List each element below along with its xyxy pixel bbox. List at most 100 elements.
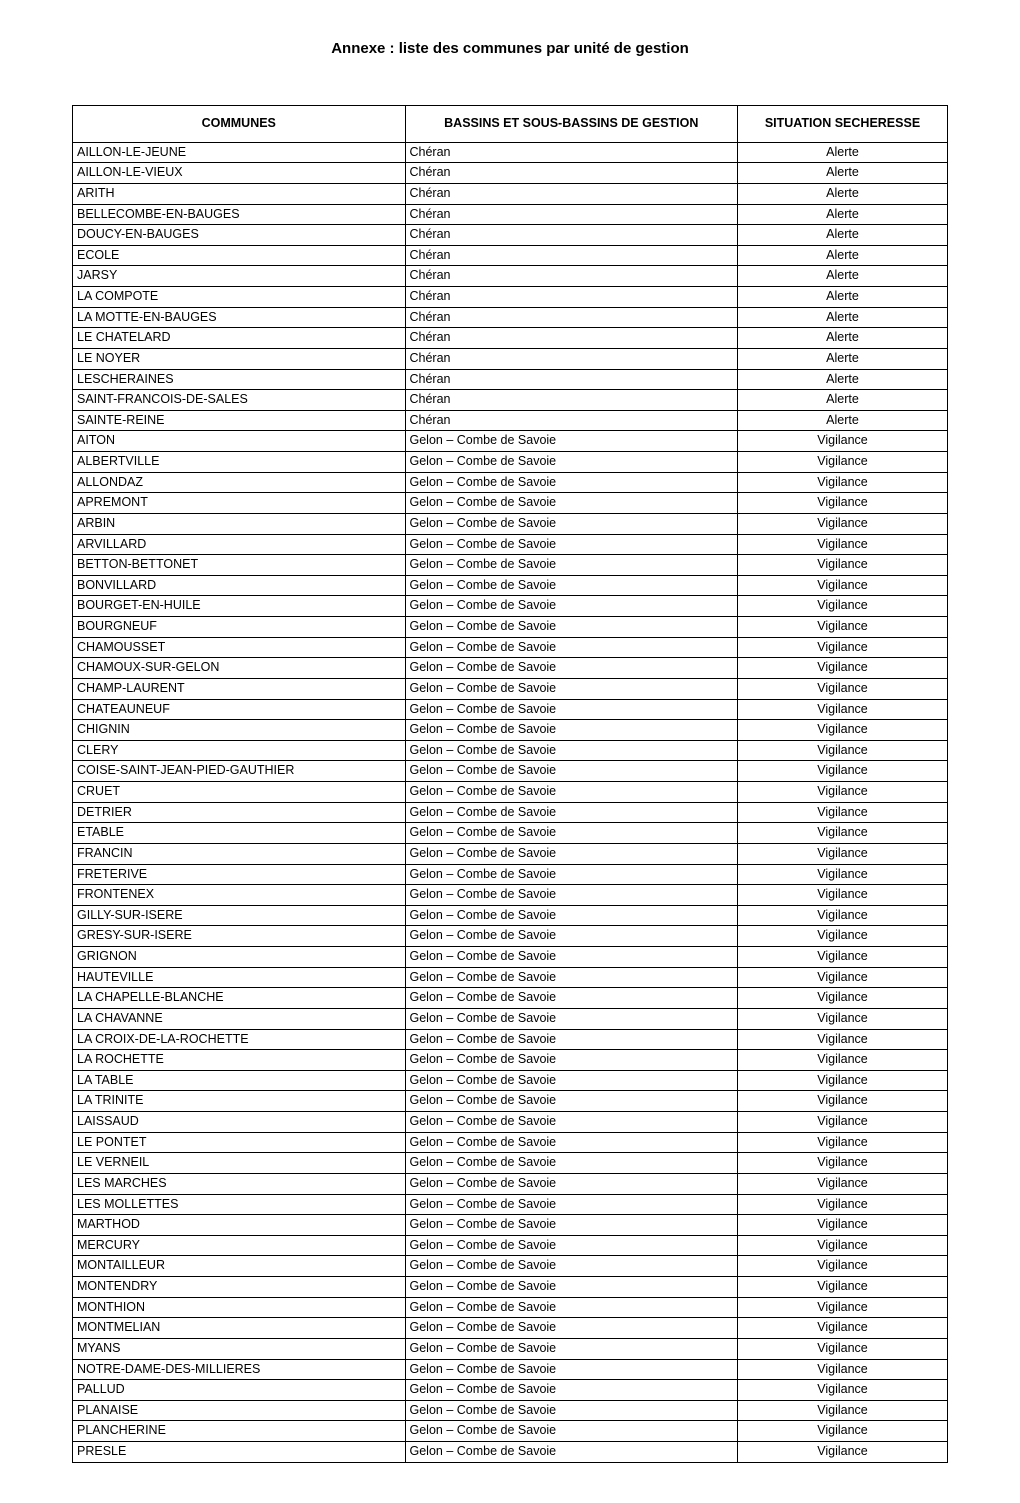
cell-situation: Vigilance bbox=[738, 761, 948, 782]
cell-situation: Vigilance bbox=[738, 513, 948, 534]
table-row: LE CHATELARDChéranAlerte bbox=[73, 328, 948, 349]
cell-commune: LA ROCHETTE bbox=[73, 1050, 406, 1071]
cell-bassin: Gelon – Combe de Savoie bbox=[405, 575, 738, 596]
table-row: BOURGNEUFGelon – Combe de SavoieVigilanc… bbox=[73, 617, 948, 638]
cell-bassin: Gelon – Combe de Savoie bbox=[405, 1277, 738, 1298]
cell-bassin: Gelon – Combe de Savoie bbox=[405, 1400, 738, 1421]
cell-commune: MARTHOD bbox=[73, 1215, 406, 1236]
table-row: AILLON-LE-JEUNEChéranAlerte bbox=[73, 142, 948, 163]
cell-situation: Vigilance bbox=[738, 1256, 948, 1277]
cell-situation: Vigilance bbox=[738, 802, 948, 823]
cell-situation: Vigilance bbox=[738, 967, 948, 988]
cell-bassin: Gelon – Combe de Savoie bbox=[405, 740, 738, 761]
cell-bassin: Gelon – Combe de Savoie bbox=[405, 1173, 738, 1194]
cell-bassin: Gelon – Combe de Savoie bbox=[405, 1318, 738, 1339]
cell-commune: CHAMOUX-SUR-GELON bbox=[73, 658, 406, 679]
cell-bassin: Gelon – Combe de Savoie bbox=[405, 1421, 738, 1442]
cell-bassin: Gelon – Combe de Savoie bbox=[405, 1235, 738, 1256]
cell-bassin: Gelon – Combe de Savoie bbox=[405, 1112, 738, 1133]
table-row: ARVILLARDGelon – Combe de SavoieVigilanc… bbox=[73, 534, 948, 555]
table-row: ARITHChéranAlerte bbox=[73, 183, 948, 204]
cell-bassin: Chéran bbox=[405, 163, 738, 184]
table-row: GILLY-SUR-ISEREGelon – Combe de SavoieVi… bbox=[73, 905, 948, 926]
table-row: LA CROIX-DE-LA-ROCHETTEGelon – Combe de … bbox=[73, 1029, 948, 1050]
cell-commune: CHATEAUNEUF bbox=[73, 699, 406, 720]
table-row: SAINT-FRANCOIS-DE-SALESChéranAlerte bbox=[73, 390, 948, 411]
cell-situation: Alerte bbox=[738, 410, 948, 431]
cell-situation: Vigilance bbox=[738, 1380, 948, 1401]
header-bassins: BASSINS ET SOUS-BASSINS DE GESTION bbox=[405, 106, 738, 143]
table-row: FRETERIVEGelon – Combe de SavoieVigilanc… bbox=[73, 864, 948, 885]
table-row: APREMONTGelon – Combe de SavoieVigilance bbox=[73, 493, 948, 514]
cell-situation: Alerte bbox=[738, 369, 948, 390]
cell-bassin: Chéran bbox=[405, 369, 738, 390]
table-row: LA TRINITEGelon – Combe de SavoieVigilan… bbox=[73, 1091, 948, 1112]
table-row: DETRIERGelon – Combe de SavoieVigilance bbox=[73, 802, 948, 823]
cell-bassin: Gelon – Combe de Savoie bbox=[405, 555, 738, 576]
cell-bassin: Chéran bbox=[405, 142, 738, 163]
table-row: SAINTE-REINEChéranAlerte bbox=[73, 410, 948, 431]
cell-commune: MONTENDRY bbox=[73, 1277, 406, 1298]
cell-commune: AILLON-LE-JEUNE bbox=[73, 142, 406, 163]
communes-table: COMMUNES BASSINS ET SOUS-BASSINS DE GEST… bbox=[72, 105, 948, 1463]
cell-situation: Vigilance bbox=[738, 947, 948, 968]
table-row: CLERYGelon – Combe de SavoieVigilance bbox=[73, 740, 948, 761]
cell-situation: Vigilance bbox=[738, 823, 948, 844]
cell-situation: Alerte bbox=[738, 183, 948, 204]
cell-commune: ALLONDAZ bbox=[73, 472, 406, 493]
cell-commune: LA CHAVANNE bbox=[73, 1008, 406, 1029]
cell-commune: BETTON-BETTONET bbox=[73, 555, 406, 576]
cell-commune: PLANAISE bbox=[73, 1400, 406, 1421]
table-row: MARTHODGelon – Combe de SavoieVigilance bbox=[73, 1215, 948, 1236]
cell-commune: ARBIN bbox=[73, 513, 406, 534]
cell-commune: BOURGET-EN-HUILE bbox=[73, 596, 406, 617]
cell-commune: MONTHION bbox=[73, 1297, 406, 1318]
table-row: MONTENDRYGelon – Combe de SavoieVigilanc… bbox=[73, 1277, 948, 1298]
cell-situation: Vigilance bbox=[738, 740, 948, 761]
cell-bassin: Gelon – Combe de Savoie bbox=[405, 720, 738, 741]
cell-bassin: Gelon – Combe de Savoie bbox=[405, 1070, 738, 1091]
cell-bassin: Chéran bbox=[405, 410, 738, 431]
cell-bassin: Gelon – Combe de Savoie bbox=[405, 988, 738, 1009]
cell-situation: Vigilance bbox=[738, 575, 948, 596]
cell-bassin: Gelon – Combe de Savoie bbox=[405, 782, 738, 803]
cell-situation: Vigilance bbox=[738, 864, 948, 885]
table-row: CHAMOUX-SUR-GELONGelon – Combe de Savoie… bbox=[73, 658, 948, 679]
cell-commune: ARITH bbox=[73, 183, 406, 204]
cell-commune: GILLY-SUR-ISERE bbox=[73, 905, 406, 926]
cell-bassin: Gelon – Combe de Savoie bbox=[405, 1194, 738, 1215]
table-row: BELLECOMBE-EN-BAUGESChéranAlerte bbox=[73, 204, 948, 225]
cell-situation: Vigilance bbox=[738, 555, 948, 576]
table-row: PLANCHERINEGelon – Combe de SavoieVigila… bbox=[73, 1421, 948, 1442]
table-row: FRONTENEXGelon – Combe de SavoieVigilanc… bbox=[73, 885, 948, 906]
table-row: LESCHERAINESChéranAlerte bbox=[73, 369, 948, 390]
cell-bassin: Chéran bbox=[405, 390, 738, 411]
cell-bassin: Gelon – Combe de Savoie bbox=[405, 843, 738, 864]
cell-commune: PRESLE bbox=[73, 1442, 406, 1463]
cell-commune: SAINTE-REINE bbox=[73, 410, 406, 431]
cell-bassin: Gelon – Combe de Savoie bbox=[405, 431, 738, 452]
cell-commune: AILLON-LE-VIEUX bbox=[73, 163, 406, 184]
table-row: PRESLEGelon – Combe de SavoieVigilance bbox=[73, 1442, 948, 1463]
cell-bassin: Chéran bbox=[405, 348, 738, 369]
cell-bassin: Gelon – Combe de Savoie bbox=[405, 864, 738, 885]
cell-commune: ALBERTVILLE bbox=[73, 452, 406, 473]
cell-situation: Vigilance bbox=[738, 1277, 948, 1298]
table-row: MONTHIONGelon – Combe de SavoieVigilance bbox=[73, 1297, 948, 1318]
table-row: GRESY-SUR-ISEREGelon – Combe de SavoieVi… bbox=[73, 926, 948, 947]
cell-commune: DETRIER bbox=[73, 802, 406, 823]
cell-commune: LA CROIX-DE-LA-ROCHETTE bbox=[73, 1029, 406, 1050]
cell-bassin: Chéran bbox=[405, 287, 738, 308]
cell-situation: Vigilance bbox=[738, 678, 948, 699]
table-row: LA MOTTE-EN-BAUGESChéranAlerte bbox=[73, 307, 948, 328]
cell-commune: JARSY bbox=[73, 266, 406, 287]
cell-situation: Alerte bbox=[738, 225, 948, 246]
cell-situation: Vigilance bbox=[738, 1338, 948, 1359]
cell-situation: Vigilance bbox=[738, 1050, 948, 1071]
cell-commune: LES MOLLETTES bbox=[73, 1194, 406, 1215]
cell-commune: COISE-SAINT-JEAN-PIED-GAUTHIER bbox=[73, 761, 406, 782]
cell-bassin: Gelon – Combe de Savoie bbox=[405, 967, 738, 988]
header-situation: SITUATION SECHERESSE bbox=[738, 106, 948, 143]
cell-bassin: Gelon – Combe de Savoie bbox=[405, 1132, 738, 1153]
cell-commune: AITON bbox=[73, 431, 406, 452]
